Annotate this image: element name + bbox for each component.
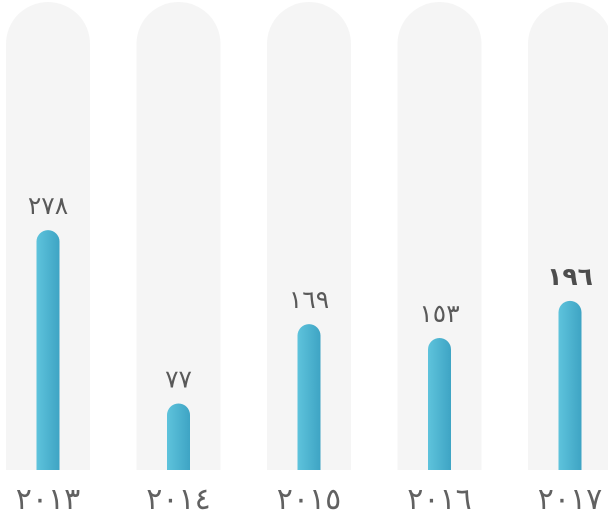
x-tick-label: ٢٠١٤ <box>146 482 210 517</box>
bar <box>428 337 451 470</box>
bar-track <box>267 2 351 470</box>
data-label: ٢٧٨ <box>28 191 68 220</box>
bar-track <box>397 2 482 471</box>
data-label: ١٥٣ <box>419 299 459 328</box>
category-labels: ٢٠١٣ ٢٠١٤ ٢٠١٥ ٢٠١٦ ٢٠١٧ <box>16 482 602 517</box>
bar-track <box>528 2 608 470</box>
bar <box>558 300 582 470</box>
bar <box>36 230 60 470</box>
bar-track <box>136 2 221 471</box>
bar-tracks <box>6 2 608 471</box>
x-tick-label: ٢٠١٧ <box>538 482 602 517</box>
data-label: ١٦٩ <box>289 285 329 314</box>
x-tick-label: ٢٠١٥ <box>277 482 341 517</box>
value-labels: ٢٧٨ ٧٧ ١٦٩ ١٥٣ ١٩٦ <box>28 191 593 393</box>
data-label: ١٩٦ <box>547 262 593 291</box>
bar <box>297 324 321 470</box>
bar <box>167 403 190 470</box>
bars <box>36 230 582 470</box>
data-label: ٧٧ <box>165 365 192 394</box>
x-tick-label: ٢٠١٣ <box>16 482 80 517</box>
x-tick-label: ٢٠١٦ <box>407 482 471 517</box>
